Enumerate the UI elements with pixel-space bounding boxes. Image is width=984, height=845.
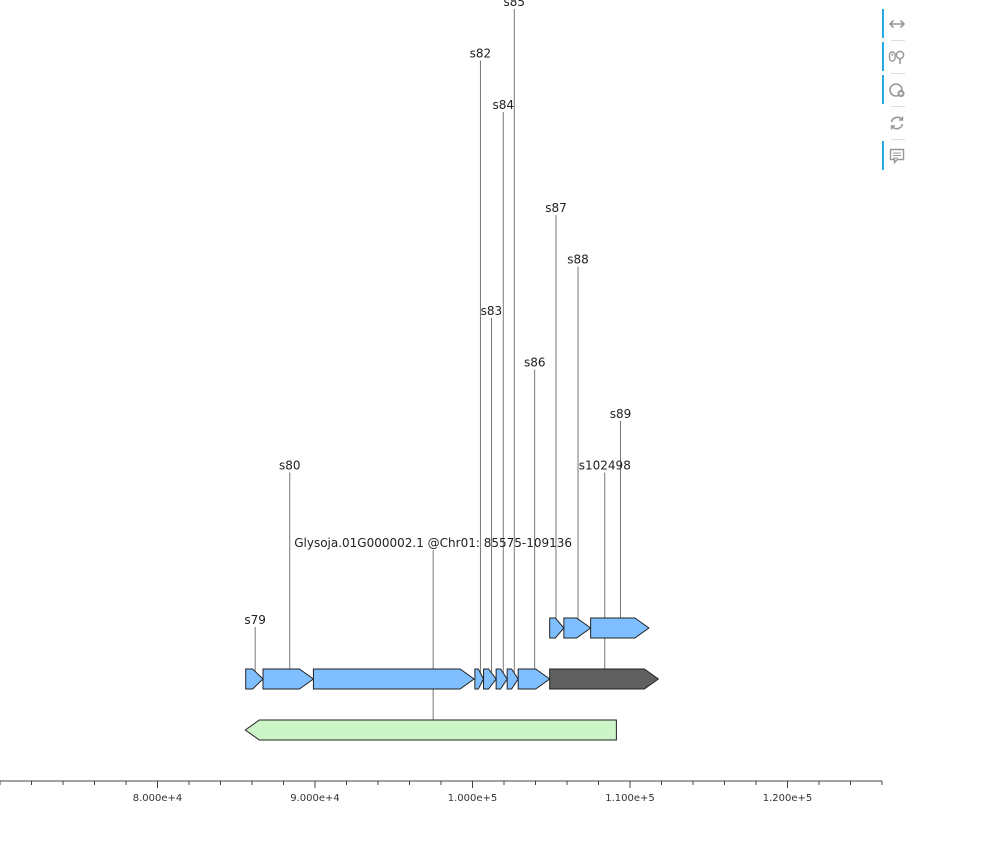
toolbar-separator xyxy=(891,73,905,74)
annotation-label-1: s79 xyxy=(244,613,266,627)
gene-feature-12 xyxy=(590,617,650,639)
reset-icon xyxy=(890,116,904,129)
annotation-labels: Glysoja.01G000002.1 @Chr01: 85575-109136… xyxy=(244,0,631,627)
reset-tool[interactable] xyxy=(882,108,912,137)
annotation-label-5: s84 xyxy=(492,98,514,112)
annotation-label-7: s86 xyxy=(524,356,546,370)
annotation-label-11: s89 xyxy=(610,407,632,421)
gene-feature-5 xyxy=(483,668,497,690)
x-tick-label-1: 9.000e+4 xyxy=(290,793,340,804)
x-tick-label-2: 1.000e+5 xyxy=(448,793,498,804)
annotation-label-0: Glysoja.01G000002.1 @Chr01: 85575-109136 xyxy=(294,536,572,550)
x-tick-label-3: 1.100e+5 xyxy=(605,793,655,804)
x-tick-label-4: 1.200e+5 xyxy=(763,793,813,804)
toolbar-separator xyxy=(891,139,905,140)
gene-feature-9 xyxy=(549,668,660,690)
gene-feature-0 xyxy=(244,719,617,741)
annotation-label-6: s85 xyxy=(503,0,525,9)
annotation-label-4: s83 xyxy=(481,304,503,318)
annotation-label-3: s82 xyxy=(470,47,492,61)
gene-feature-7 xyxy=(506,668,519,690)
gene-feature-8 xyxy=(517,668,551,690)
gene-feature-10 xyxy=(549,617,565,639)
gene-features xyxy=(244,617,660,741)
xwheel-zoom-tool[interactable] xyxy=(882,42,912,71)
xzoom-in-tool[interactable] xyxy=(882,75,912,104)
hover-icon xyxy=(889,148,905,164)
gene-feature-11 xyxy=(563,617,592,639)
x-axis: 8.000e+4 9.000e+4 1.000e+5 1.100e+5 1.200e+5 xyxy=(0,780,883,804)
horizontal-pan-icon xyxy=(889,19,905,28)
annotation-label-8: s102498 xyxy=(579,459,631,473)
x-tick-label-0: 8.000e+4 xyxy=(133,793,183,804)
annotation-connectors xyxy=(254,9,621,730)
zoom-in-icon xyxy=(889,82,905,97)
toolbar-separator xyxy=(891,106,905,107)
hover-tool[interactable] xyxy=(882,141,912,170)
wheel-zoom-icon xyxy=(888,50,905,64)
gene-feature-4 xyxy=(474,668,485,690)
plot-toolbar xyxy=(882,9,916,172)
gene-feature-3 xyxy=(312,668,475,690)
xpan-tool[interactable] xyxy=(882,9,912,38)
gene-feature-2 xyxy=(262,668,315,690)
gene-feature-1 xyxy=(245,668,264,690)
gene-feature-6 xyxy=(495,668,508,690)
annotation-label-9: s87 xyxy=(545,201,567,215)
toolbar-separator xyxy=(891,40,905,41)
annotation-label-10: s88 xyxy=(567,253,589,267)
annotation-label-2: s80 xyxy=(279,459,301,473)
